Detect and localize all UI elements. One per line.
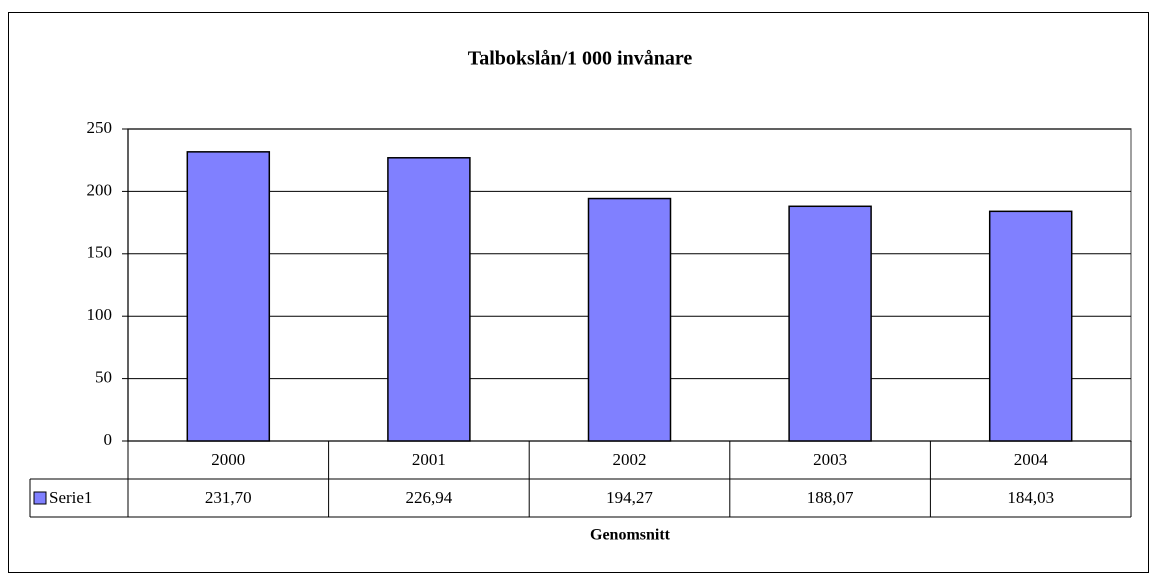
bar [587,197,672,442]
y-tick-label: 50 [95,368,112,387]
data-label: 226,94 [406,488,453,507]
y-tick-label: 150 [87,243,113,262]
x-axis-label: Genomsnitt [590,527,671,544]
y-tick-label: 100 [87,305,113,324]
bar [788,205,872,442]
legend-key [33,491,47,505]
data-label: 194,27 [606,488,653,507]
bar [988,210,1073,442]
bar [186,151,271,442]
y-tick-label: 250 [87,118,113,137]
bar [387,157,471,442]
chart-title: Talbokslån/1 000 invånare [468,48,693,70]
x-tick-label: 2003 [813,450,847,469]
data-label: 184,03 [1007,488,1054,507]
x-tick-label: 2002 [613,450,647,469]
data-label: 188,07 [807,488,854,507]
legend-label: Serie1 [49,488,92,507]
y-tick-label: 200 [87,180,113,199]
x-tick-label: 2001 [412,450,446,469]
data-label: 231,70 [205,488,252,507]
y-tick-label: 0 [104,430,113,449]
x-tick-label: 2000 [211,450,245,469]
x-tick-label: 2004 [1014,450,1049,469]
